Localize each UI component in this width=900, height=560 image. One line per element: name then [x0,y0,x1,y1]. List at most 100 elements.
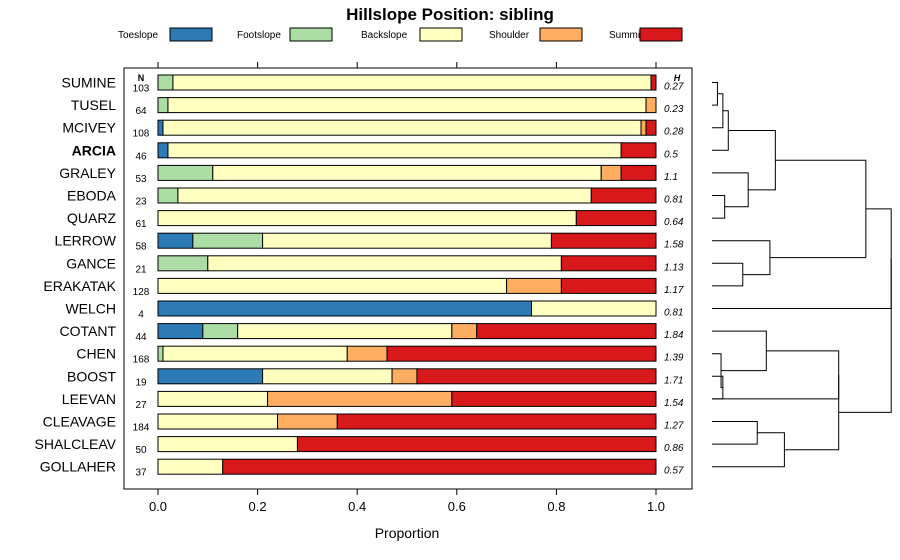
n-value: 128 [133,287,150,298]
bar-cleavage-backslope [157,413,279,430]
bar-lerrow-footslope [192,232,264,249]
bar-quarz-backslope [157,210,577,227]
category-label: LEEVAN [62,391,116,407]
x-axis-title: Proportion [375,525,440,541]
h-value: 1.27 [664,421,684,432]
x-tick-label: 0.0 [149,499,167,514]
category-label: GANCE [66,255,116,271]
bar-boost-shoulder [391,368,418,385]
bar-erakatak-summit [560,277,657,294]
h-value: 0.5 [664,149,678,160]
bar-shalcleav-summit [296,436,657,453]
n-value: 184 [133,423,150,434]
bar-graley-summit [620,164,657,181]
bar-tusel-footslope [157,97,169,114]
dendrogram-merge [712,330,767,372]
n-value: 21 [135,264,147,275]
x-tick-label: 0.2 [249,499,267,514]
legend-label-footslope: Footslope [237,30,281,41]
h-value: 0.57 [664,466,684,477]
legend-swatch-summit [639,27,683,42]
bar-cotant-backslope [237,323,453,340]
bar-erakatak-backslope [157,277,508,294]
bar-leevan-backslope [157,390,269,407]
bar-cotant-toeslope [157,323,204,340]
h-value: 0.28 [664,127,684,138]
h-value: 1.71 [664,375,683,386]
category-label: COTANT [59,323,116,339]
h-value: 1.54 [664,398,684,409]
h-header: H [674,73,681,83]
n-value: 61 [135,219,147,230]
category-labels: SUMINE TUSEL MCIVEY ARCIA GRALEY EBODA QUARZ LE… [35,75,117,475]
legend-label-shoulder: Shoulder [489,30,530,41]
x-tick-label: 0.6 [448,499,466,514]
n-header: N [138,73,145,83]
bar-tusel-shoulder [645,97,657,114]
dendrogram-merge [769,159,867,259]
bar-gance-summit [560,255,657,272]
x-tick-label: 1.0 [647,499,665,514]
plot-border [123,67,693,490]
n-value: 37 [135,468,147,479]
bar-cotant-footslope [202,323,239,340]
n-value: 168 [133,355,150,366]
x-tick-label: 0.8 [547,499,565,514]
dendrogram [712,82,892,468]
dendrogram-merge [712,262,744,287]
category-label: CLEAVAGE [43,414,116,430]
category-label: QUARZ [67,210,116,226]
bar-mcivey-toeslope [157,119,164,136]
bar-leevan-summit [451,390,657,407]
dendrogram-merge [838,258,892,413]
category-label: ERAKATAK [43,278,116,294]
plot-frame [123,67,693,490]
n-column: N 10364108465323615821128444168192718450… [133,73,150,479]
n-value: 19 [135,377,147,388]
category-label: WELCH [65,301,116,317]
h-column: H 0.27 0.23 0.28 0.5 1.1 0.81 0.64 1.58 1.13 1.17… [664,73,684,477]
bar-welch-toeslope [157,300,532,317]
h-value: 0.64 [664,217,684,228]
category-label: GOLLAHER [40,459,116,475]
h-value: 0.81 [664,195,683,206]
h-value: 0.86 [664,443,684,454]
n-value: 58 [135,242,147,253]
bars-group [157,74,657,475]
dendrogram-merge [712,432,785,468]
bar-arcia-toeslope [157,142,169,159]
category-label: LERROW [55,233,117,249]
bar-chen-footslope [157,345,164,362]
n-value: 46 [135,151,147,162]
h-value: 1.17 [664,285,684,296]
bar-sumine-summit [650,74,657,91]
category-label: SHALCLEAV [35,436,117,452]
bar-sumine-backslope [172,74,652,91]
bar-mcivey-shoulder [640,119,647,136]
n-value: 4 [138,310,144,321]
bar-gollaher-backslope [157,458,224,475]
bar-leevan-shoulder [267,390,453,407]
bar-mcivey-summit [645,119,657,136]
bar-eboda-summit [590,187,657,204]
category-label: BOOST [67,368,116,384]
n-value: 53 [135,174,147,185]
category-label: GRALEY [59,165,116,181]
legend-swatch-backslope [419,27,463,42]
category-label: EBODA [67,188,117,204]
dendrogram-merge [784,374,840,451]
category-label: CHEN [76,346,116,362]
n-value: 44 [135,332,147,343]
h-value: 0.27 [664,82,684,93]
bar-boost-summit [416,368,657,385]
n-value: 27 [135,400,147,411]
x-tick-label: 0.4 [348,499,366,514]
bar-chen-shoulder [346,345,388,362]
bar-cotant-shoulder [451,323,478,340]
bar-arcia-backslope [167,142,622,159]
bar-lerrow-backslope [262,232,552,249]
bar-erakatak-shoulder [506,277,562,294]
bar-chen-backslope [162,345,348,362]
bar-arcia-summit [620,142,657,159]
